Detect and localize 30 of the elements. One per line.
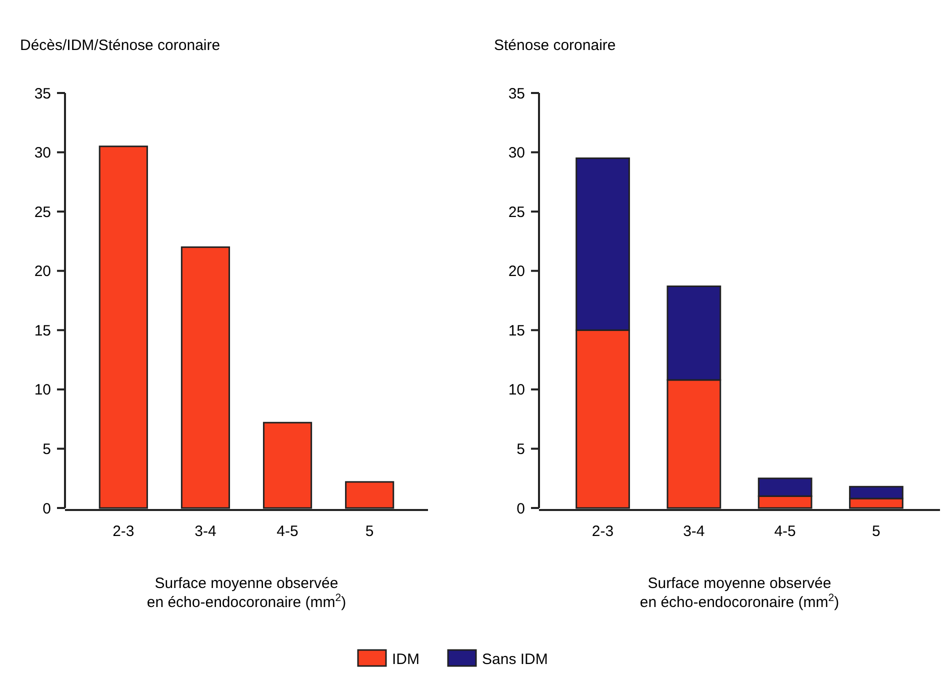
- y-tick-label: 20: [508, 263, 525, 280]
- legend-label: Sans IDM: [482, 651, 548, 668]
- y-tick-label: 25: [508, 204, 525, 221]
- y-tick-label: 5: [42, 440, 51, 458]
- x-tick-label: 5: [365, 523, 374, 540]
- x-axis-title: Surface moyenne observée en écho-endocoronaire (mm$^{2}$): [146, 575, 346, 611]
- x-tick-label: 2-3: [592, 523, 614, 540]
- y-tick-label: 10: [34, 382, 51, 399]
- y-tick-label: 20: [34, 263, 51, 280]
- y-tick-label: 0: [42, 500, 51, 518]
- x-axis-title: Surface moyenne observée en écho-endocoronaire (mm$^{2}$): [640, 575, 840, 611]
- y-tick-label: 10: [508, 382, 525, 399]
- x-tick-label: 2-3: [112, 523, 134, 540]
- y-tick-label: 15: [34, 322, 51, 340]
- chart-title: Décès/IDM/Sténose coronaire: [20, 37, 220, 54]
- y-tick-label: 25: [34, 204, 51, 221]
- y-tick-label: 5: [516, 440, 525, 458]
- y-tick-label: 0: [516, 500, 525, 518]
- y-tick-label: 35: [34, 85, 51, 102]
- chart-title: Sténose coronaire: [494, 37, 616, 54]
- x-tick-label: 3-4: [194, 523, 216, 540]
- x-tick-label: 3-4: [683, 523, 705, 540]
- y-tick-label: 30: [508, 144, 525, 162]
- y-tick-label: 30: [34, 144, 51, 162]
- x-tick-label: 5: [872, 523, 880, 540]
- y-tick-label: 15: [508, 322, 525, 340]
- legend-label: IDM: [392, 651, 420, 668]
- y-tick-label: 35: [508, 85, 525, 102]
- x-tick-label: 4-5: [774, 523, 796, 540]
- x-tick-label: 4-5: [276, 523, 298, 540]
